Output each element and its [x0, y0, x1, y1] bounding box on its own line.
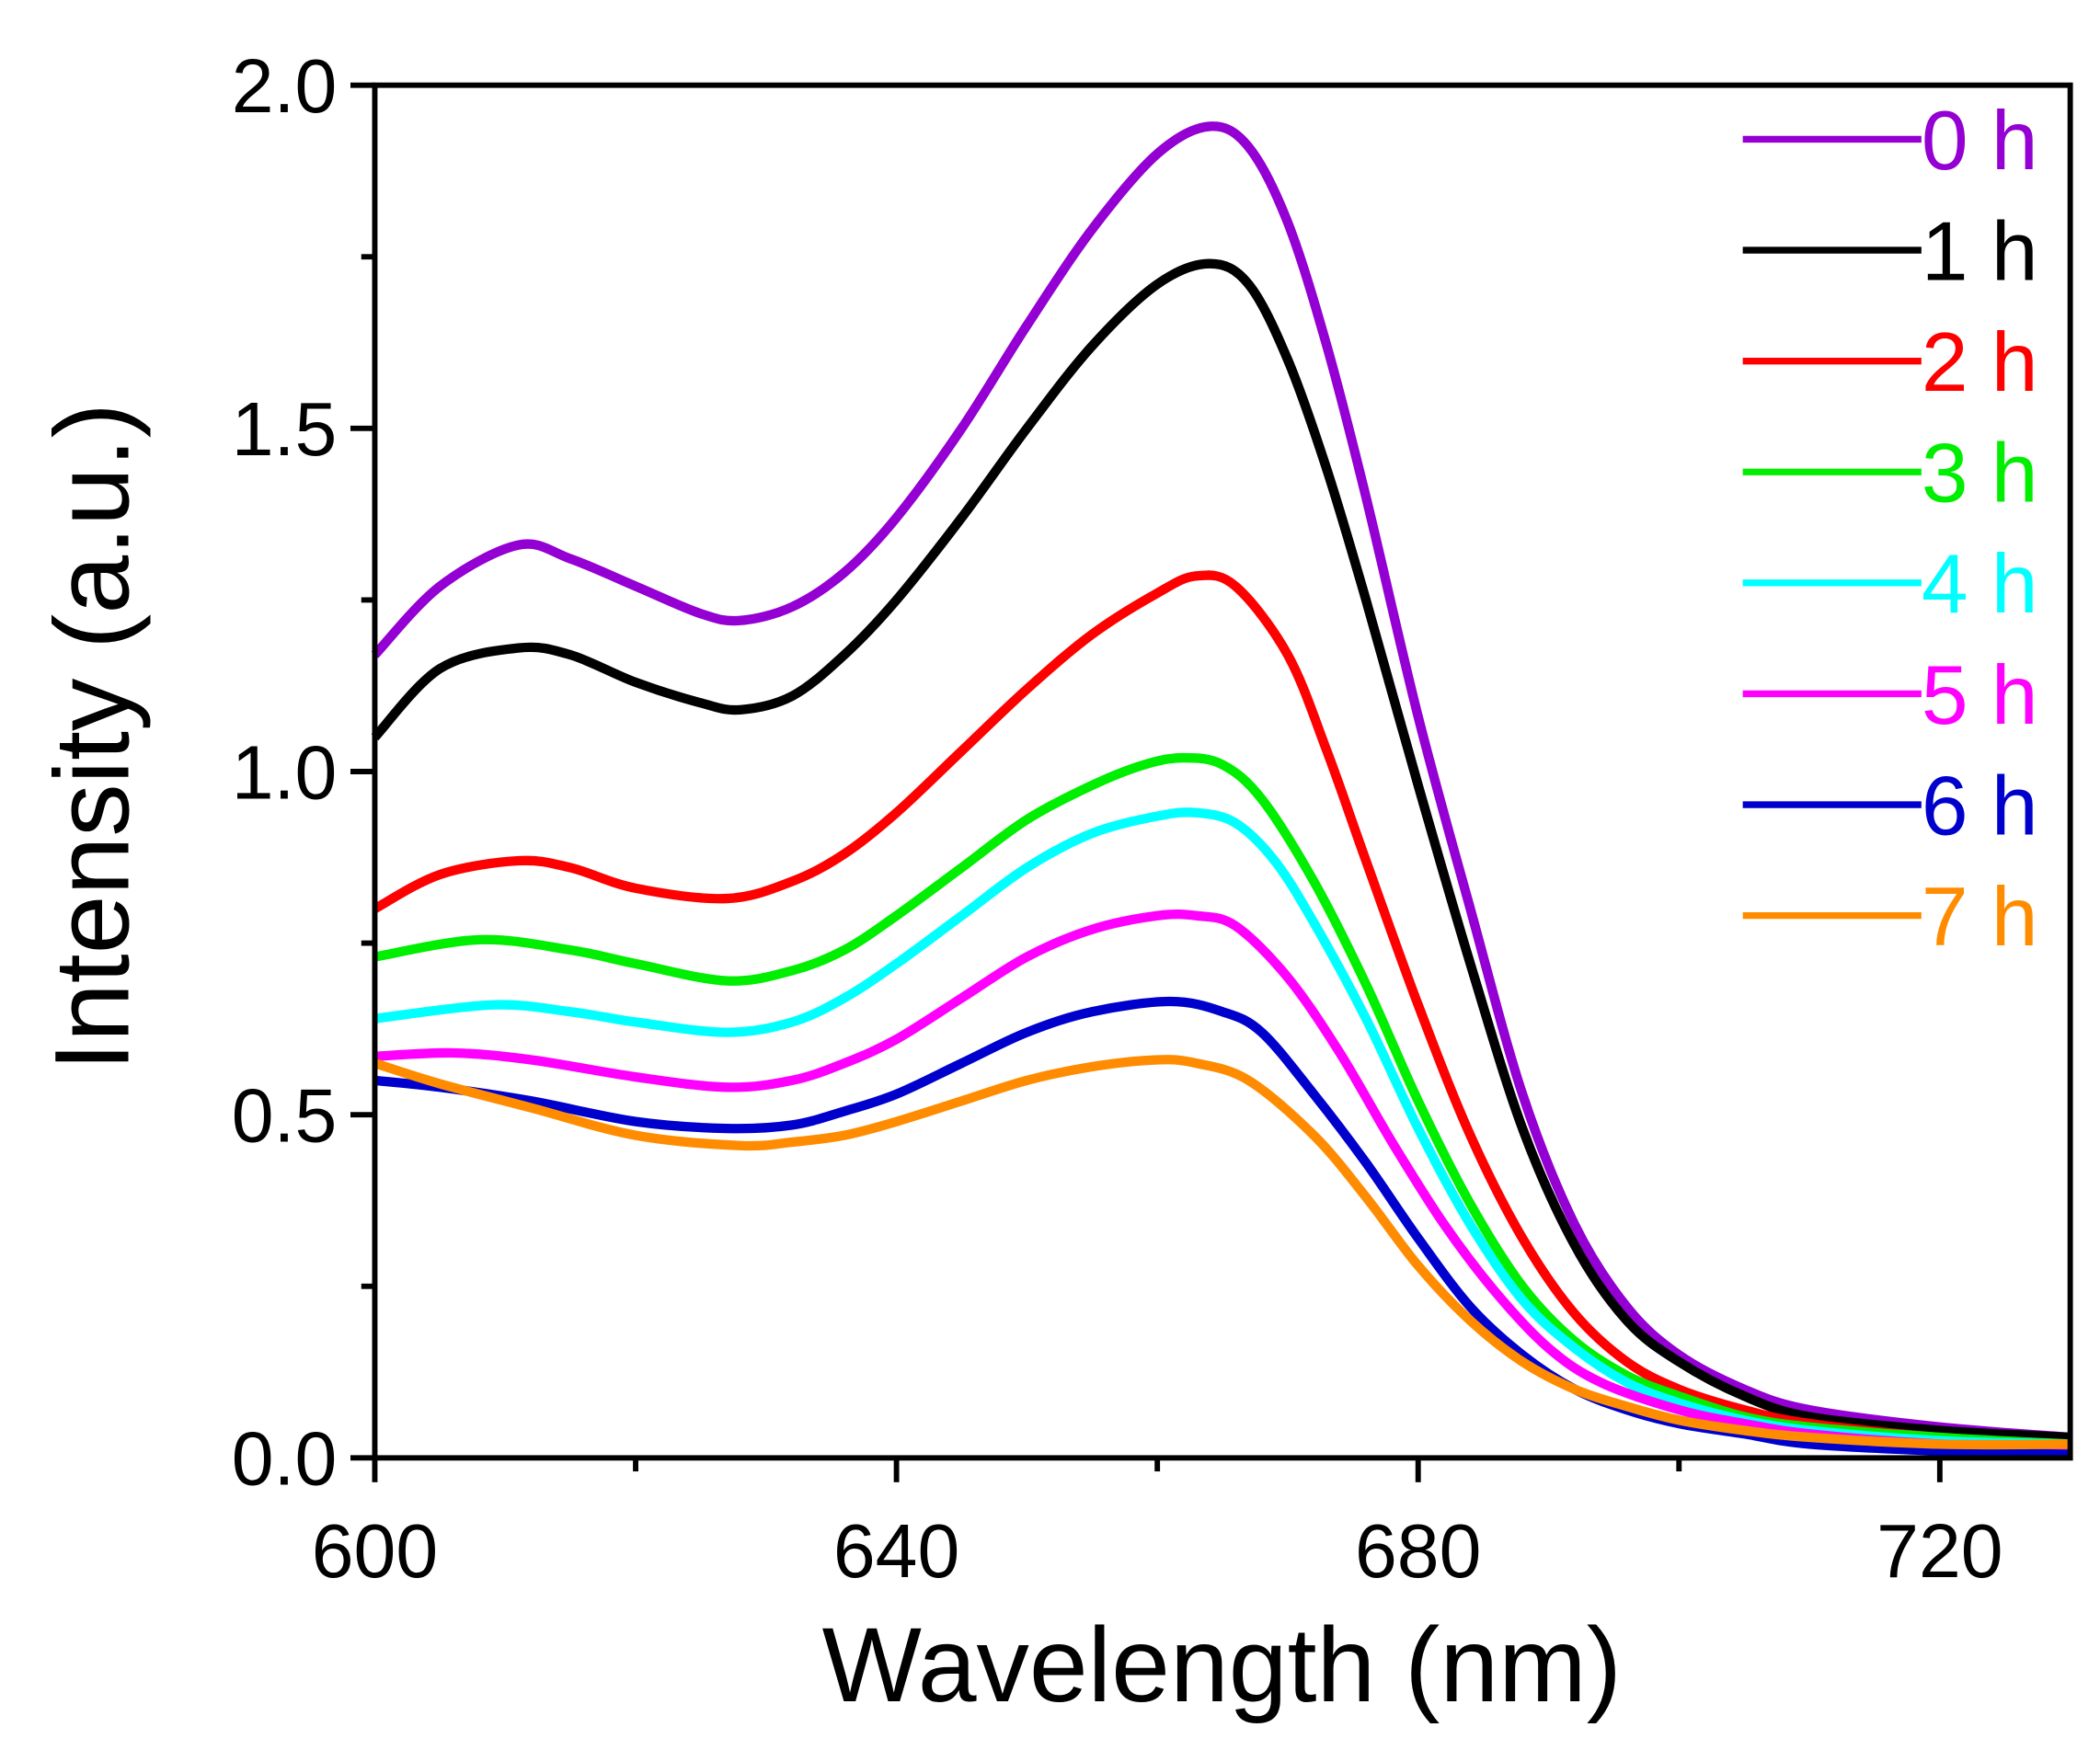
legend: 0 h 1 h 2 h 3 h 4 h 5 h 6 h 7 h — [1742, 94, 2038, 964]
legend-label: 5 h — [1922, 648, 2038, 742]
y-tick-label: 1.5 — [232, 387, 338, 472]
legend-label: 6 h — [1922, 759, 2038, 852]
series-line-2h — [372, 570, 2071, 1449]
axes: 600 640 680 720 0.0 0.5 1.0 1.5 2.0 — [232, 44, 2003, 1594]
legend-label: 4 h — [1922, 537, 2038, 631]
x-tick-label: 720 — [1876, 1509, 2002, 1594]
y-axis-label: Intensity (a.u.) — [34, 403, 152, 1071]
x-tick-label: 640 — [833, 1509, 959, 1594]
x-tick-label: 680 — [1355, 1509, 1481, 1594]
series-lines — [371, 121, 2071, 1459]
series-line-5h — [374, 909, 2071, 1453]
y-tick-label: 2.0 — [232, 44, 338, 129]
x-axis-label: Wavelength (nm) — [822, 1607, 1622, 1724]
legend-label: 2 h — [1922, 315, 2038, 409]
legend-label: 0 h — [1922, 94, 2038, 188]
x-tick-label: 600 — [312, 1509, 438, 1594]
series-line-1h — [371, 258, 2071, 1443]
legend-label: 1 h — [1922, 204, 2038, 298]
series-line-3h — [373, 752, 2071, 1449]
series-line-4h — [373, 807, 2071, 1449]
y-tick-label: 1.0 — [232, 730, 338, 815]
y-tick-label: 0.0 — [232, 1417, 338, 1502]
legend-label: 3 h — [1922, 427, 2038, 520]
legend-label: 7 h — [1922, 870, 2038, 964]
plot-frame — [372, 82, 2073, 1461]
series-line-0h — [371, 121, 2071, 1443]
y-tick-label: 0.5 — [232, 1074, 338, 1159]
series-line-7h — [373, 1055, 2071, 1450]
